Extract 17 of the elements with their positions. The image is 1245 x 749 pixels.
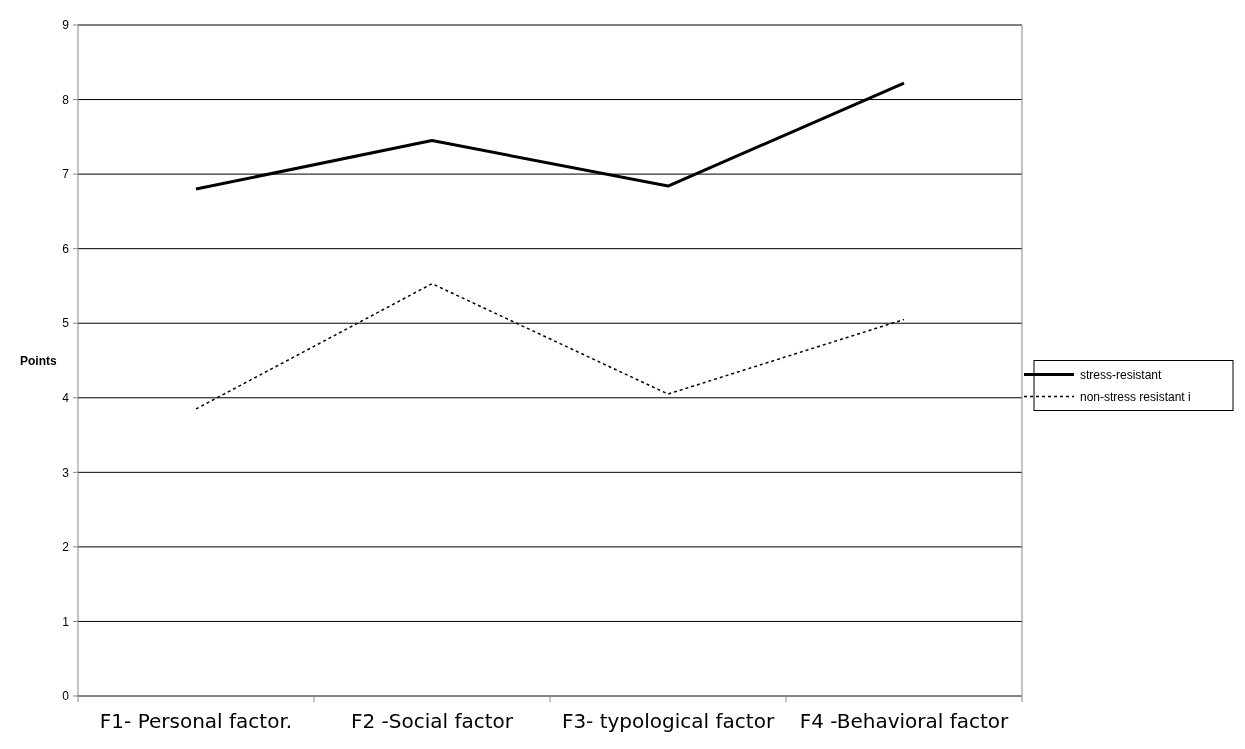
y-tick-label: 2 [62,540,70,555]
legend-label: non-stress resistant i [1080,389,1191,404]
y-tick-label: 8 [62,92,70,107]
y-tick-label: 9 [62,18,70,33]
x-tick-label: F2 -Social factor [350,709,514,733]
y-tick-label: 6 [62,241,70,256]
y-tick-label: 1 [62,614,70,629]
y-tick-label: 5 [62,316,70,331]
y-tick-label: 4 [62,390,70,405]
x-tick-label: F4 -Behavioral factor [799,709,1010,733]
y-tick-label: 7 [62,167,70,182]
y-tick-label: 3 [62,465,70,480]
y-tick-label: 0 [62,689,70,704]
x-tick-label: F1- Personal factor. [99,709,293,733]
x-tick-label: F3- typological factor [561,709,775,733]
legend-label: stress-resistant [1080,367,1163,382]
y-axis-title: Points [20,353,57,368]
